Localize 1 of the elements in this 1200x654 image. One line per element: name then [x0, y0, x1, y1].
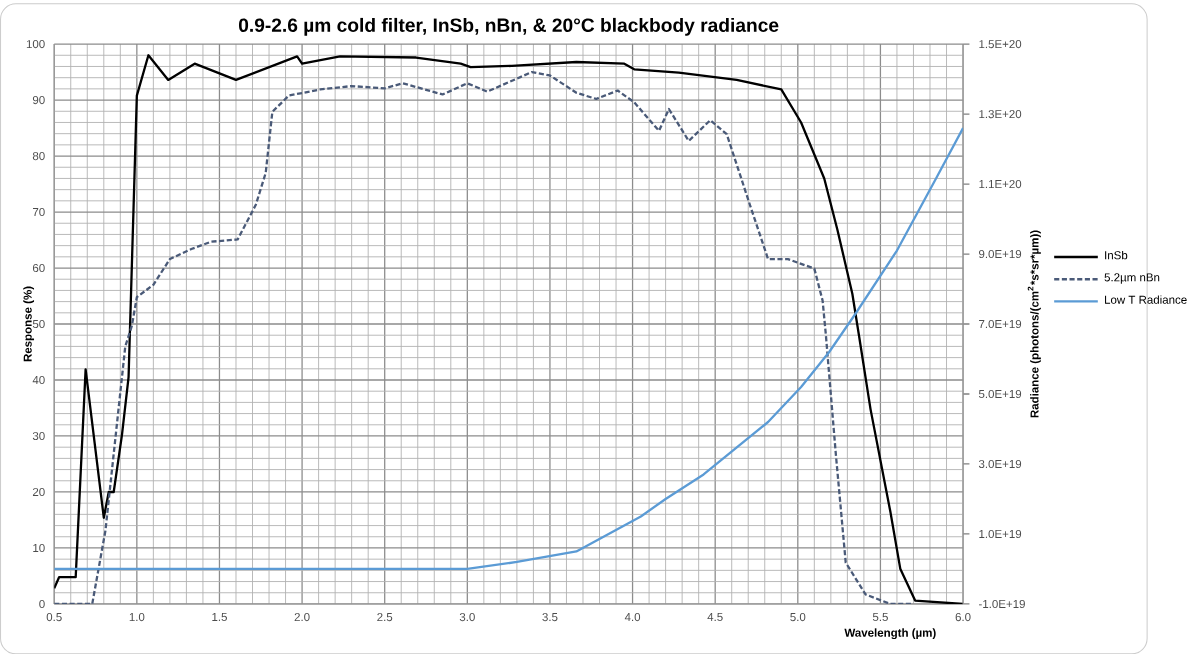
chart-title: 0.9-2.6 µm cold filter, InSb, nBn, & 20°C blackbody radiance — [238, 17, 779, 36]
